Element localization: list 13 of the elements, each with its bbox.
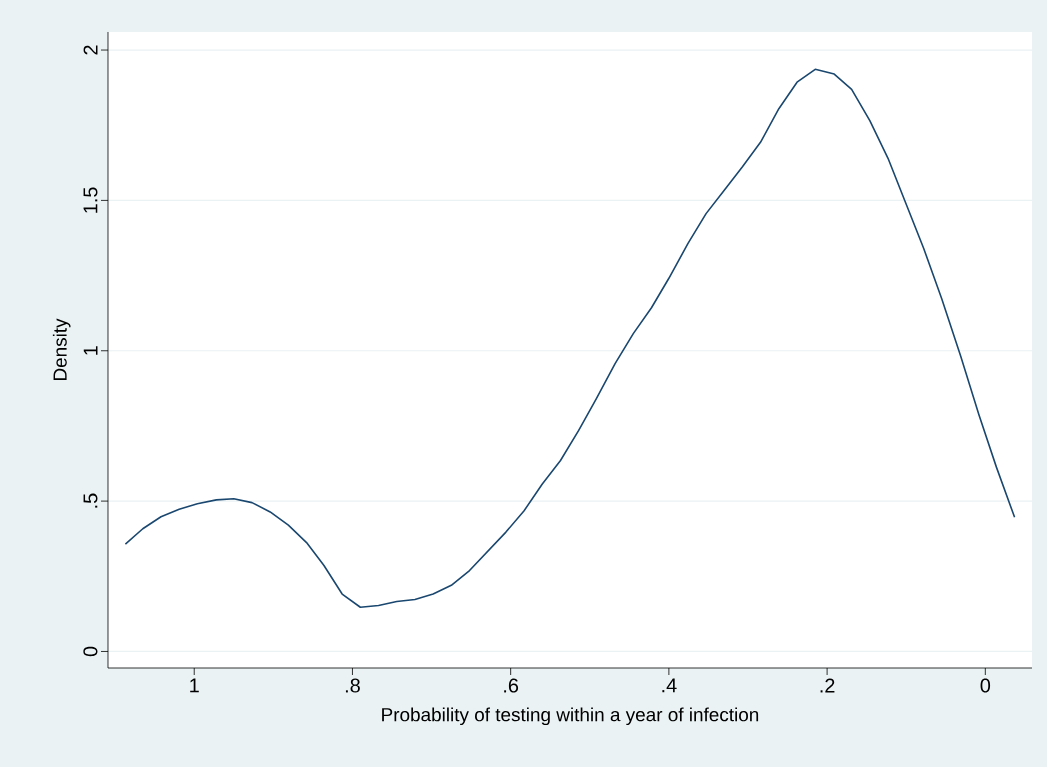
x-axis-title: Probability of testing within a year of infection <box>382 707 759 726</box>
x-tick-label: .2 <box>820 678 835 693</box>
x-tick-label: .6 <box>504 678 519 693</box>
x-tick-label: 1 <box>190 678 199 693</box>
x-tick-label: .8 <box>345 678 360 693</box>
x-tick-label: .4 <box>662 678 677 693</box>
y-tick-label: 1.5 <box>83 187 98 213</box>
x-tick-label: 0 <box>980 678 991 693</box>
y-tick-label: 0 <box>83 646 98 657</box>
y-tick-label: 2 <box>83 45 98 55</box>
y-tick-label: .5 <box>83 493 98 508</box>
y-tick-label: 1 <box>83 346 98 355</box>
y-axis-title: Density <box>52 318 71 381</box>
